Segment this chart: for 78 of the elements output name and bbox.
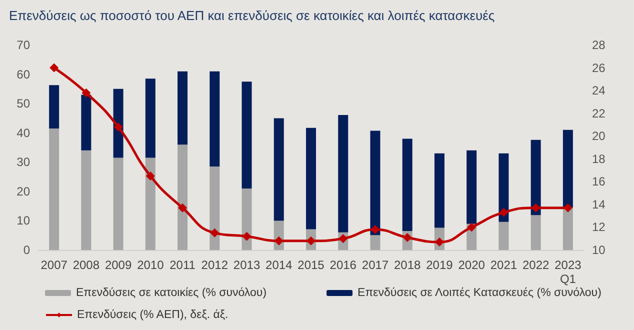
- y2-tick-label: 18: [592, 152, 606, 166]
- point: [178, 203, 188, 212]
- x-tick-label: 2007: [40, 258, 68, 272]
- y2-tick-label: 26: [592, 60, 606, 75]
- bar: [178, 144, 188, 250]
- x-tick-label: 2008: [72, 258, 100, 272]
- bar: [210, 166, 220, 250]
- x-tick-label: 2010: [137, 258, 164, 272]
- x-tick-label: 2019: [426, 258, 454, 272]
- bar: [145, 78, 156, 158]
- legend-label: Επενδύσεις σε Λοιπές Κατασκευές (% συνόλου): [358, 287, 602, 299]
- bar: [242, 188, 252, 250]
- bar: [242, 82, 252, 188]
- x-tick-label: 2022: [522, 258, 550, 272]
- y-tick-label: 50: [16, 96, 30, 111]
- point: [210, 228, 220, 238]
- bar: [306, 128, 316, 230]
- x-tick-label: 2018: [394, 258, 422, 272]
- point: [531, 203, 540, 212]
- bar: [466, 150, 477, 224]
- bar: [402, 138, 412, 231]
- y-tick-label: 70: [16, 38, 30, 52]
- bar: [81, 150, 92, 250]
- bar: [370, 235, 380, 250]
- y-tick-label: 0: [23, 243, 30, 257]
- y-tick-label: 20: [16, 184, 30, 198]
- y2-tick-label: 24: [592, 84, 606, 98]
- x-tick-label: 2016: [330, 258, 357, 272]
- bar: [530, 140, 541, 216]
- y-tick-label: 30: [16, 155, 30, 170]
- x-tick-label: 2017: [362, 258, 389, 272]
- x-tick-label: 2013: [233, 258, 260, 272]
- y-tick-label: 40: [16, 126, 30, 140]
- bar: [49, 128, 60, 250]
- x-tick-label: 2023 Q1: [554, 258, 582, 286]
- point: [82, 88, 91, 98]
- bar: [113, 88, 124, 158]
- chart-title: Επενδύσεις ως ποσοστό του ΑΕΠ και επενδύσεις σε κατοικίες και λοιπές κατασκευές: [9, 8, 495, 23]
- bar: [178, 71, 188, 145]
- point: [50, 63, 59, 72]
- bar: [145, 158, 156, 250]
- x-tick-label: 2009: [104, 258, 132, 272]
- point: [114, 122, 123, 132]
- y2-tick-label: 16: [592, 174, 606, 189]
- point: [146, 171, 155, 180]
- x-tick-label: 2012: [201, 258, 228, 272]
- bar: [498, 153, 509, 222]
- legend-label: Επενδύσεις σε κατοικίες (% συνόλου): [76, 287, 267, 299]
- y-tick-label: 10: [16, 214, 30, 228]
- bar: [274, 118, 284, 221]
- x-tick-label: 2014: [266, 258, 293, 272]
- y2-tick-label: 20: [592, 129, 606, 144]
- point: [242, 232, 252, 241]
- bar: [113, 158, 124, 250]
- bar: [370, 130, 380, 236]
- y2-tick-label: 10: [592, 243, 606, 257]
- bar: [530, 215, 541, 250]
- bar: [562, 208, 573, 250]
- y2-tick-label: 12: [592, 220, 606, 234]
- point: [467, 222, 476, 232]
- bar: [81, 94, 92, 150]
- bar: [562, 130, 573, 208]
- bar: [434, 153, 444, 228]
- bar: [49, 85, 60, 128]
- y2-tick-label: 14: [592, 197, 606, 212]
- legend-label: Επενδύσεις (% ΑΕΠ), δεξ. άξ.: [77, 309, 228, 321]
- x-tick-label: 2015: [298, 258, 325, 272]
- point: [370, 225, 380, 234]
- x-tick-label: 2011: [170, 258, 196, 272]
- bar: [210, 71, 220, 167]
- y-tick-label: 60: [16, 67, 30, 82]
- point: [499, 208, 508, 217]
- y2-tick-label: 28: [592, 38, 606, 52]
- y2-tick-label: 22: [592, 106, 606, 120]
- x-tick-label: 2021: [490, 258, 518, 272]
- bar: [338, 114, 348, 232]
- x-tick-label: 2020: [458, 258, 486, 272]
- bar: [498, 222, 509, 250]
